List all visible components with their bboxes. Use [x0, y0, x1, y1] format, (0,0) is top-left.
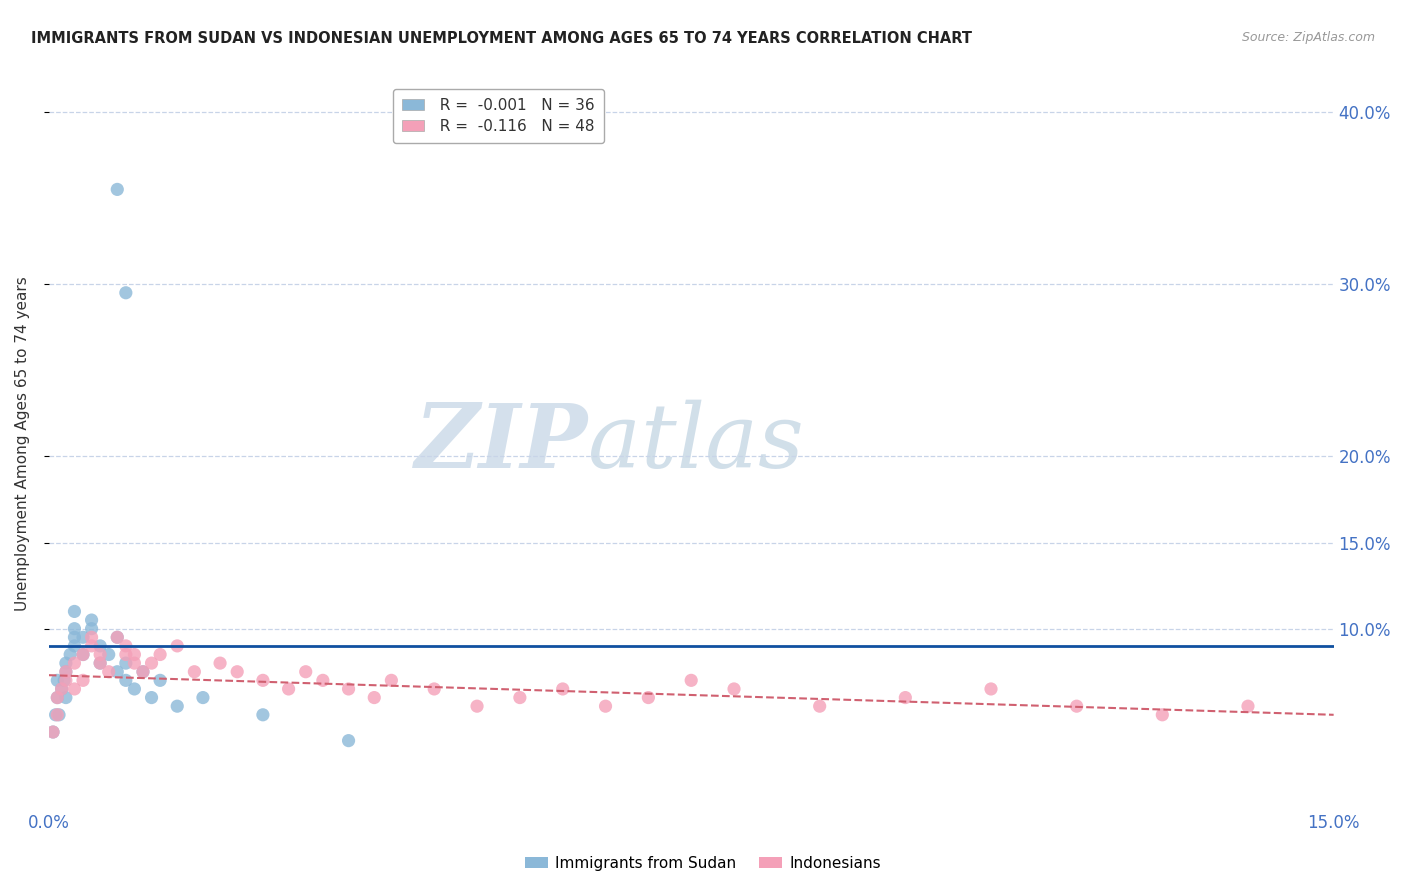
Text: ZIP: ZIP	[415, 401, 588, 487]
Point	[105, 182, 128, 196]
Point	[1237, 699, 1260, 714]
Point	[55, 690, 77, 705]
Text: Source: ZipAtlas.com: Source: ZipAtlas.com	[1241, 31, 1375, 45]
Point	[55, 673, 77, 688]
Point	[637, 690, 659, 705]
Point	[141, 690, 163, 705]
Point	[42, 725, 65, 739]
Point	[337, 733, 360, 747]
Point	[115, 648, 138, 662]
Point	[46, 673, 69, 688]
Point	[312, 673, 335, 688]
Point	[89, 648, 111, 662]
Y-axis label: Unemployment Among Ages 65 to 74 years: Unemployment Among Ages 65 to 74 years	[15, 277, 30, 611]
Point	[63, 656, 86, 670]
Point	[252, 673, 274, 688]
Point	[380, 673, 402, 688]
Point	[551, 681, 574, 696]
Point	[183, 665, 205, 679]
Point	[509, 690, 531, 705]
Point	[124, 648, 146, 662]
Point	[681, 673, 703, 688]
Point	[51, 681, 73, 696]
Point	[337, 681, 360, 696]
Point	[48, 707, 70, 722]
Point	[149, 648, 172, 662]
Point	[124, 656, 146, 670]
Point	[808, 699, 831, 714]
Point	[294, 665, 316, 679]
Point	[115, 639, 138, 653]
Point	[89, 639, 111, 653]
Point	[80, 630, 103, 644]
Point	[115, 285, 138, 300]
Point	[105, 630, 128, 644]
Point	[166, 699, 188, 714]
Point	[894, 690, 917, 705]
Point	[53, 673, 76, 688]
Point	[124, 681, 146, 696]
Point	[63, 622, 86, 636]
Point	[723, 681, 745, 696]
Legend:   R =  -0.001   N = 36,   R =  -0.116   N = 48: R = -0.001 N = 36, R = -0.116 N = 48	[394, 88, 603, 144]
Point	[46, 690, 69, 705]
Point	[209, 656, 232, 670]
Point	[115, 673, 138, 688]
Point	[55, 665, 77, 679]
Point	[105, 665, 128, 679]
Point	[423, 681, 446, 696]
Point	[277, 681, 299, 696]
Point	[97, 648, 120, 662]
Point	[80, 622, 103, 636]
Point	[226, 665, 249, 679]
Point	[105, 630, 128, 644]
Point	[132, 665, 155, 679]
Point	[72, 648, 94, 662]
Point	[89, 656, 111, 670]
Point	[42, 725, 65, 739]
Point	[80, 613, 103, 627]
Point	[980, 681, 1002, 696]
Text: IMMIGRANTS FROM SUDAN VS INDONESIAN UNEMPLOYMENT AMONG AGES 65 TO 74 YEARS CORRE: IMMIGRANTS FROM SUDAN VS INDONESIAN UNEM…	[31, 31, 972, 46]
Point	[166, 639, 188, 653]
Point	[1152, 707, 1174, 722]
Point	[595, 699, 617, 714]
Point	[55, 656, 77, 670]
Point	[72, 648, 94, 662]
Point	[46, 707, 69, 722]
Point	[1066, 699, 1088, 714]
Point	[132, 665, 155, 679]
Point	[63, 630, 86, 644]
Point	[149, 673, 172, 688]
Point	[141, 656, 163, 670]
Point	[46, 690, 69, 705]
Point	[252, 707, 274, 722]
Point	[115, 656, 138, 670]
Point	[45, 707, 67, 722]
Point	[363, 690, 385, 705]
Point	[97, 665, 120, 679]
Point	[51, 681, 73, 696]
Point	[59, 648, 82, 662]
Point	[72, 630, 94, 644]
Point	[63, 604, 86, 618]
Point	[191, 690, 214, 705]
Point	[55, 665, 77, 679]
Point	[465, 699, 488, 714]
Text: atlas: atlas	[588, 400, 804, 487]
Point	[63, 639, 86, 653]
Point	[89, 656, 111, 670]
Point	[72, 673, 94, 688]
Point	[63, 681, 86, 696]
Legend: Immigrants from Sudan, Indonesians: Immigrants from Sudan, Indonesians	[519, 850, 887, 877]
Point	[80, 639, 103, 653]
